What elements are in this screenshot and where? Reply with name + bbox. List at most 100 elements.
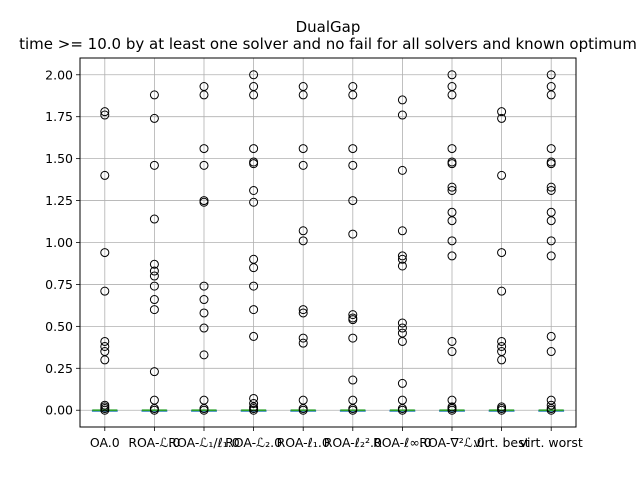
outlier-point (447, 159, 457, 169)
chart-title: DualGap (296, 18, 361, 36)
x-tick-label: ROA-ℓ₁.0 (277, 435, 330, 450)
x-tick-label: ROA-ℒ.0 (128, 435, 180, 450)
outlier-point (149, 160, 159, 170)
outlier-point (100, 355, 110, 365)
outlier-point (149, 259, 159, 269)
outlier-point (298, 236, 308, 246)
outlier-point (199, 160, 209, 170)
x-tick-label: ROA-ℒ₁/ℓ₁.0 (168, 435, 239, 450)
outlier-point (546, 159, 556, 169)
chart-subtitle: time >= 10.0 by at least one solver and … (19, 35, 637, 53)
outlier-point (298, 160, 308, 170)
outlier-point (397, 378, 407, 388)
outlier-point (546, 331, 556, 341)
outlier-point (149, 90, 159, 100)
outlier-point (149, 405, 159, 415)
outlier-point (100, 107, 110, 117)
y-tick-label: 0.25 (45, 361, 73, 376)
y-axis: 0.00 0.25 0.50 0.75 1.00 1.25 1.50 1.75 2.00 (45, 67, 80, 418)
outlier-point (249, 159, 259, 169)
outlier-point (546, 70, 556, 80)
outlier-point (199, 323, 209, 333)
outlier-point (149, 367, 159, 377)
y-tick-label: 0.50 (45, 319, 73, 334)
outlier-point (298, 226, 308, 236)
outlier-point (447, 216, 457, 226)
outlier-point (497, 286, 507, 296)
outlier-point (298, 308, 308, 318)
outlier-point (100, 286, 110, 296)
x-tick-label: ROA-ℒ₂.0 (225, 435, 282, 450)
y-tick-label: 2.00 (45, 67, 73, 82)
outlier-point (149, 113, 159, 123)
outlier-point (348, 229, 358, 239)
outlier-point (546, 216, 556, 226)
outlier-point (397, 254, 407, 264)
outlier-point (100, 248, 110, 258)
outlier-point (249, 90, 259, 100)
outlier-point (149, 266, 159, 276)
grid-lines (80, 58, 576, 427)
outlier-point (397, 110, 407, 120)
outlier-point (298, 90, 308, 100)
outlier-point (447, 70, 457, 80)
outlier-point (199, 350, 209, 360)
outlier-point (546, 347, 556, 357)
outlier-point (397, 323, 407, 333)
outlier-point (546, 400, 556, 410)
outlier-point (497, 355, 507, 365)
outlier-point (199, 405, 209, 415)
outlier-point (348, 375, 358, 385)
outlier-point (497, 170, 507, 180)
outlier-point (397, 261, 407, 271)
outlier-point (149, 214, 159, 224)
outlier-point (497, 341, 507, 351)
x-tick-label: ROA-∇²ℒ.0 (419, 435, 484, 450)
outlier-point (497, 336, 507, 346)
outlier-point (348, 196, 358, 206)
outlier-point (397, 405, 407, 415)
outlier-point (100, 336, 110, 346)
outlier-point (348, 310, 358, 320)
outlier-point (249, 405, 259, 415)
outlier-point (298, 144, 308, 154)
outlier-point (199, 90, 209, 100)
outlier-point (397, 95, 407, 105)
y-tick-label: 1.00 (45, 235, 73, 250)
outlier-point (546, 251, 556, 261)
x-tick-label: ROA-ℓ₂².0 (324, 435, 382, 450)
outlier-point (546, 236, 556, 246)
outlier-point (546, 405, 556, 415)
outlier-point (199, 308, 209, 318)
outlier-point (497, 405, 507, 415)
outlier-point (497, 107, 507, 117)
outlier-point (249, 197, 259, 207)
outlier-point (348, 405, 358, 415)
outlier-point (447, 144, 457, 154)
outlier-point (249, 305, 259, 315)
outlier-point (546, 144, 556, 154)
x-axis: OA.0 ROA-ℒ.0ROA-ℒ₁/ℓ₁.0ROA-ℒ₂.0ROA-ℓ₁.0RO… (90, 427, 583, 450)
x-tick-label: OA.0 (90, 435, 120, 450)
x-tick-label: virt. best (474, 435, 530, 450)
outlier-point (199, 281, 209, 291)
outlier-point (298, 338, 308, 348)
outlier-point (447, 236, 457, 246)
outlier-point (298, 405, 308, 415)
outlier-point (149, 295, 159, 305)
outlier-point (149, 271, 159, 281)
outlier-point (497, 113, 507, 123)
outlier-points (100, 70, 556, 415)
outlier-point (397, 165, 407, 175)
outlier-point (447, 186, 457, 196)
outlier-point (249, 281, 259, 291)
outlier-point (348, 160, 358, 170)
outlier-point (249, 70, 259, 80)
outlier-point (397, 226, 407, 236)
y-tick-label: 0.00 (45, 403, 73, 418)
outlier-point (298, 333, 308, 343)
outlier-point (298, 305, 308, 315)
outlier-point (348, 333, 358, 343)
outlier-point (397, 336, 407, 346)
